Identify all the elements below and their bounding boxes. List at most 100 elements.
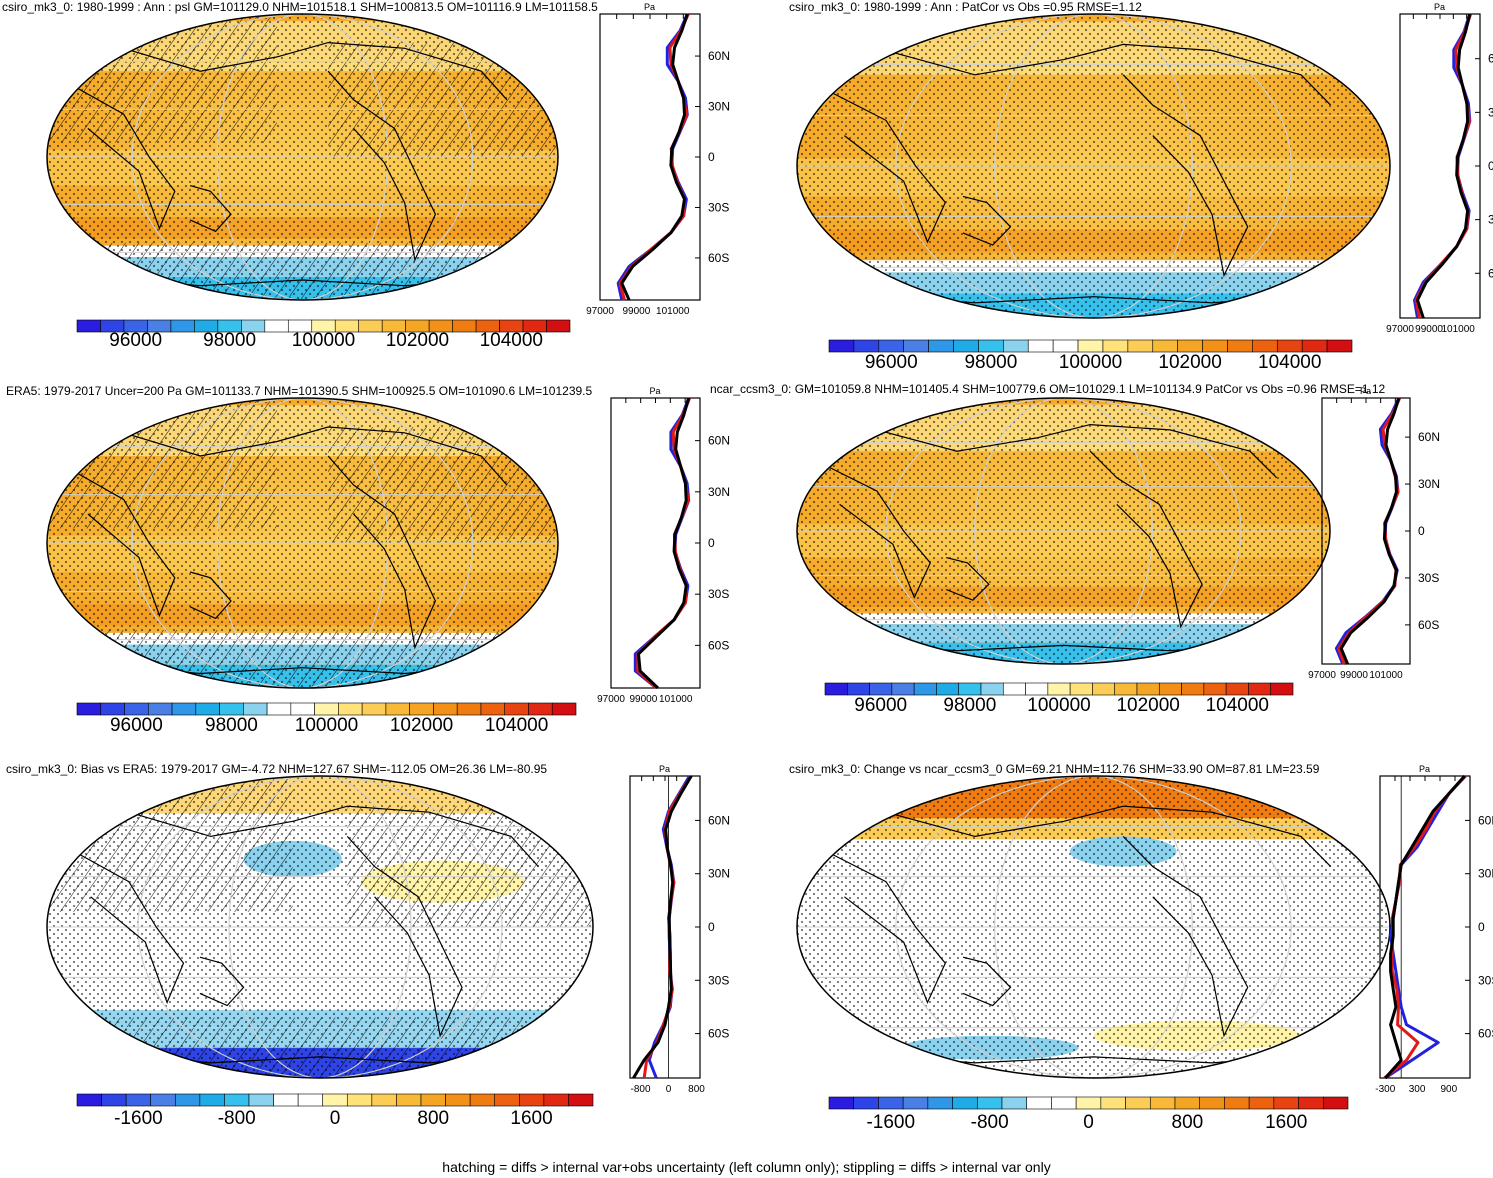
coastline-segment [346,835,463,1038]
map-field [47,776,593,1078]
colorbar-swatch [504,702,529,716]
profile-frame [610,397,701,689]
coastline-segment [823,463,932,600]
colorbar-tick-label: 800 [417,1108,449,1129]
colorbar-swatch [1202,339,1228,353]
profile-unit-label: Pa [1419,764,1430,774]
profile-frame [1399,13,1481,319]
colorbar-swatch [1027,339,1054,353]
profile-line-red [1337,397,1402,665]
panel-title: csiro_mk3_0: Bias vs ERA5: 1979-2017 GM=… [6,762,548,776]
map-outline [796,397,1331,665]
coastline-segment [826,89,946,244]
map-outline [46,397,559,689]
profile-lat-label: 60N [1488,52,1493,66]
profile-line-red [1414,13,1473,319]
panel-title: csiro_mk3_0: 1980-1999 : Ann : PatCor vs… [789,0,1142,14]
colorbar-swatch [452,319,477,333]
colorbar-swatch [1322,1096,1349,1110]
coastline-segment [327,70,437,263]
profile-lat-label: 30S [1488,213,1493,227]
colorbar-swatch [174,1093,201,1107]
profile-line-black [1339,397,1401,665]
profile-x-tick-label: 300 [1409,1084,1426,1095]
coastline-segment [885,805,1332,868]
profile-x-tick-label: 101000 [656,306,690,317]
colorbar-swatch [100,702,125,716]
colorbar-swatch [273,1093,299,1107]
colorbar-swatch [1047,682,1071,696]
colorbar-tick-label: 98000 [205,715,258,736]
profile-x-tick-label: 101000 [659,694,693,705]
hatching-south [47,242,558,300]
colorbar-swatch [1273,1096,1299,1110]
colorbar-swatch [1174,1096,1201,1110]
panel-title: csiro_mk3_0: 1980-1999 : Ann : psl GM=10… [2,0,598,14]
profile-line-blue [1334,397,1401,665]
colorbar-swatch [338,702,363,716]
map-1 [796,13,1391,319]
colorbar-tick-label: 96000 [110,715,163,736]
colorbar-swatch [456,702,482,716]
colorbar-swatch [1102,339,1129,353]
profile-line-red [636,397,691,690]
colorbar-swatch [891,682,915,696]
colorbar-swatch [828,1096,855,1110]
colorbar-swatch [371,1093,397,1107]
colorbar-swatch [199,1093,225,1107]
colorbar-swatch [853,339,880,353]
coastline-segment [199,956,245,1007]
graticule-meridian [216,398,389,688]
graticule-meridian [131,398,474,688]
colorbar-swatch [361,702,387,716]
colorbar-swatch [322,1093,348,1107]
profile-lat-label: 30N [1418,477,1440,491]
colorbar-swatch [1177,339,1203,353]
colorbar-swatch [1092,682,1116,696]
colorbar-tick-label: 104000 [1206,695,1269,716]
profile-line-red [1383,774,1467,1080]
map-4 [46,775,594,1079]
colorbar-swatch [297,1093,324,1107]
profile-line-black [637,397,691,690]
colorbar-swatch [264,319,289,333]
map-3 [796,397,1331,665]
profile-lat-label: 30N [708,867,730,881]
profile-x-tick-label: 97000 [1386,324,1414,335]
hatching-north [47,776,293,912]
profile-lat-label: 30N [708,485,730,499]
profile-frame [599,13,701,301]
zonal-profile-5: Pa -300 300 900 60N 30N 0 30S 60S [1375,764,1493,1095]
profile-unit-label: Pa [1360,386,1371,396]
colorbar-swatch [1203,682,1227,696]
graticule [47,398,558,688]
coastline-segment [945,557,990,601]
profile-x-tick-label: 0 [666,1084,672,1095]
profile-lat-label: 60N [1418,430,1440,444]
colorbar-swatch [878,339,905,353]
graticule [797,776,1390,1078]
colorbar-swatch [1052,339,1079,353]
map-0 [46,13,559,301]
colorbar-swatch [1001,1096,1028,1110]
colorbar-swatch [314,702,339,716]
zonal-profile-3: Pa 97000 99000 101000 60N 30N 0 30S 60S [1308,386,1440,681]
colorbar-swatch [1225,682,1249,696]
colorbar-swatch [243,702,268,716]
colorbar-tick-label: 100000 [292,330,355,351]
profile-lat-label: 0 [1418,524,1425,538]
coastline-segment [123,426,508,486]
hatching-south [47,630,558,688]
colorbar-tick-label: 100000 [295,715,358,736]
profile-unit-label: Pa [644,2,655,12]
colorbar-swatch [76,702,102,716]
profile-lat-label: 60S [1418,618,1439,632]
graticule-meridian [137,776,503,1078]
colorbar-swatch [1003,339,1029,353]
coastline-segment [876,423,1278,479]
colorbar-swatch [903,339,929,353]
profile-lat-label: 30N [1478,867,1493,881]
colorbar-swatch [1127,339,1154,353]
colorbar-swatch [551,702,577,716]
